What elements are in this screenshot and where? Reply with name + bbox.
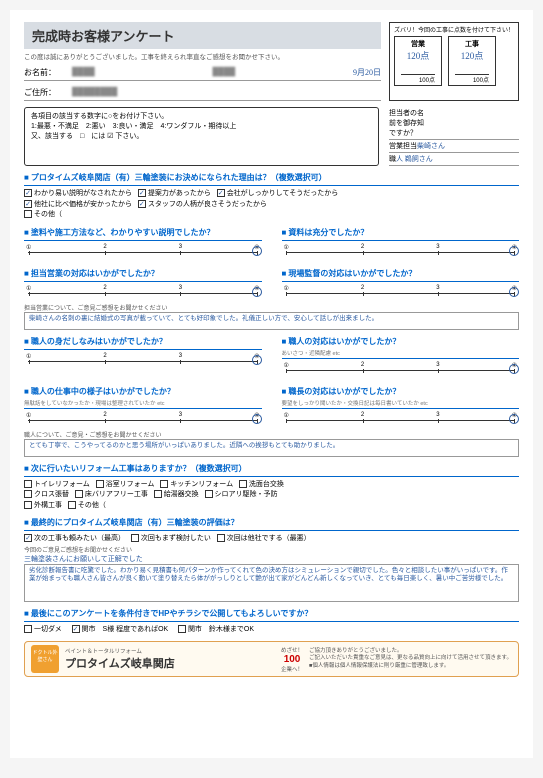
work-score-label: 工事	[455, 39, 489, 49]
name-label: お名前：	[24, 67, 72, 78]
ft2-label: 職人について、ご意見・ご感想をお聞かせください	[24, 430, 519, 439]
q7-cb-1[interactable]	[131, 534, 139, 542]
logo-100: 100	[281, 654, 303, 665]
q4l-title: 職人の身だしなみはいかがでしたか？	[24, 336, 262, 347]
ft3-pre: 三輪塗装さんにお願いして正解でした	[24, 554, 519, 564]
q2r-title: 資料は充分でしたか？	[282, 227, 520, 238]
phone-value: ████	[213, 67, 354, 78]
ft3-text[interactable]: 劣化診断報告書に吃驚でした。わかり易く見積書も何パターンか作ってくれて色の決め方…	[24, 564, 519, 602]
staff-sales-label: 営業担当	[389, 141, 417, 151]
staff-q: 担当者の名前を御存知ですか？	[389, 108, 429, 138]
ft2-text[interactable]: とても丁寧で、こうやってるのかと思う場所がいっぱいありました。近隣への挨拶もとて…	[24, 439, 519, 457]
ft1-label: 担当営業について、ご意見ご感想をお聞かせください	[24, 303, 519, 312]
footer-tagline: ペイント＆トータルリフォーム	[65, 647, 275, 655]
q7-title: 最終的にプロタイムズ岐阜関店（有）三輪塗装の評価は？	[24, 517, 519, 528]
q1-cb-5[interactable]	[24, 210, 32, 218]
staff-work-name: 人 鵜飼さん	[396, 154, 433, 164]
work-max: 100点	[455, 74, 489, 84]
page-title: 完成時お客様アンケート	[24, 22, 381, 49]
staff-sales-name: 柴崎さん	[417, 141, 445, 151]
addr-label: ご住所：	[24, 87, 72, 98]
q1-cb-2[interactable]	[217, 189, 225, 197]
q8-cb-0[interactable]	[24, 625, 32, 633]
q5r-title: 職長の対応はいかがでしたか？	[282, 386, 520, 397]
footer-company: プロタイムズ岐阜関店	[65, 655, 275, 671]
q4r-scale[interactable]: ①23④	[282, 362, 520, 378]
sales-score: 120点	[407, 51, 430, 61]
q2r-scale[interactable]: ①23④	[282, 244, 520, 260]
staff-work-label: 職	[389, 154, 396, 164]
name-value: ████	[72, 67, 213, 78]
q1-cb-0[interactable]	[24, 189, 32, 197]
q1-cb-4[interactable]	[138, 200, 146, 208]
q5r-scale[interactable]: ①23④	[282, 412, 520, 428]
q7-cb-2[interactable]	[217, 534, 225, 542]
q3r-title: 現場監督の対応はいかがでしたか？	[282, 268, 520, 279]
date-value: 9月20日	[353, 67, 381, 78]
q6-cb-0[interactable]	[24, 480, 32, 488]
q1-title: プロタイムズ岐阜関店（有）三輪塗装にお決めになられた理由は？（複数選択可）	[24, 172, 519, 183]
ft1-text[interactable]: 柴崎さんの名刺の裏に結婚式の写真が載っていて、とても好印象でした。礼儀正しい方で…	[24, 312, 519, 330]
q6-cb-3[interactable]	[239, 480, 247, 488]
q7-cb-0[interactable]	[24, 534, 32, 542]
q6-cb-1[interactable]	[96, 480, 104, 488]
work-score: 120点	[461, 51, 484, 61]
q6-cb-4[interactable]	[24, 490, 32, 498]
q6-cb-2[interactable]	[160, 480, 168, 488]
page-subtitle: この度は誠にありがとうございました。工事を終えられ率直なご感想をお聞かせ下さい。	[24, 51, 381, 61]
logo-badge: ドクトル外壁さん	[31, 645, 59, 673]
q3r-scale[interactable]: ①23④	[282, 285, 520, 301]
q6-cb-9[interactable]	[68, 501, 76, 509]
q6-cb-6[interactable]	[154, 490, 162, 498]
q1-cb-1[interactable]	[138, 189, 146, 197]
score-prompt: ズバリ！今回の工事に点数を付けて下さい！	[394, 25, 514, 34]
q6-title: 次に行いたいリフォーム工事はありますか？（複数選択可）	[24, 463, 519, 474]
sales-score-label: 営業	[401, 39, 435, 49]
q2l-scale[interactable]: ①23④	[24, 244, 262, 260]
q2l-title: 塗料や施工方法など、わかりやすい説明でしたか？	[24, 227, 262, 238]
q5l-scale[interactable]: ①23④	[24, 412, 262, 428]
instructions: 各項目の該当する数字に○をお付け下さい。 1:最悪・不満足 2:悪い 3:良い・…	[24, 107, 379, 166]
q5l-title: 職人の仕事中の様子はいかがでしたか？	[24, 386, 262, 397]
q1-cb-3[interactable]	[24, 200, 32, 208]
q8-cb-2[interactable]	[178, 625, 186, 633]
q4r-title: 職人の対応はいかがでしたか？	[282, 336, 520, 347]
q8-title: 最後にこのアンケートを条件付きでHPやチラシで公開してもよろしいですか？	[24, 608, 519, 619]
q8-cb-1[interactable]	[72, 625, 80, 633]
footer-notes: ご協力頂きありがとうございました。 ご記入いただいた貴重なご意見は、更なる品質向…	[309, 648, 512, 669]
ft3-label: 今回のご意見ご感想をお聞かせください	[24, 545, 519, 554]
q6-cb-8[interactable]	[24, 501, 32, 509]
q6-cb-5[interactable]	[75, 490, 83, 498]
addr-value: ████████	[72, 87, 381, 98]
q4l-scale[interactable]: ①23④	[24, 353, 262, 369]
q6-cb-7[interactable]	[205, 490, 213, 498]
q3l-scale[interactable]: ①23④	[24, 285, 262, 301]
sales-max: 100点	[401, 74, 435, 84]
q3l-title: 担当営業の対応はいかがでしたか？	[24, 268, 262, 279]
